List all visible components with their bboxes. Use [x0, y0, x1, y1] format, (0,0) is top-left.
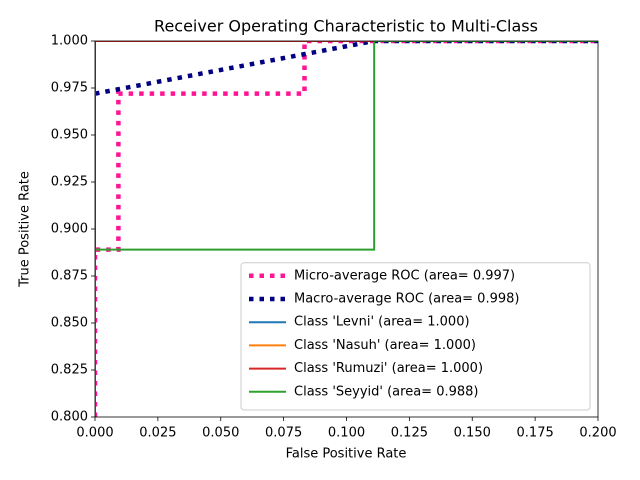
- x-tick-label: 0.125: [391, 426, 428, 441]
- plot-area: [95, 41, 598, 417]
- y-tick-label: 0.900: [51, 222, 88, 237]
- x-tick-label: 0.175: [517, 426, 554, 441]
- legend-label: Class 'Rumuzi' (area= 1.000): [294, 361, 483, 376]
- y-tick-label: 0.875: [51, 269, 88, 284]
- x-tick-label: 0.150: [454, 426, 491, 441]
- legend-label: Class 'Seyyid' (area= 0.988): [294, 384, 479, 399]
- y-tick-label: 0.975: [51, 81, 88, 96]
- roc-line: [95, 41, 598, 417]
- legend-box: [240, 262, 591, 411]
- legend: Micro-average ROC (area= 0.997) Macro-ave…: [240, 262, 591, 411]
- x-tick-label: 0.000: [76, 426, 113, 441]
- chart-title: Receiver Operating Characteristic to Mul…: [154, 17, 538, 36]
- legend-label: Class 'Levni' (area= 1.000): [294, 315, 470, 330]
- x-tick-label: 0.025: [139, 426, 176, 441]
- roc-line: [95, 41, 598, 96]
- x-tick-label: 0.075: [265, 426, 302, 441]
- y-tick-label: 0.950: [51, 128, 88, 143]
- legend-label: Macro-average ROC (area= 0.998): [294, 292, 519, 307]
- y-tick-label: 0.850: [51, 316, 88, 331]
- y-tick-label: 0.925: [51, 175, 88, 190]
- legend-label: Micro-average ROC (area= 0.997): [294, 268, 515, 283]
- x-tick-label: 0.100: [328, 426, 365, 441]
- y-axis-label: True Positive Rate: [18, 171, 33, 288]
- plot-frame: [94, 40, 599, 418]
- roc-line: [95, 41, 598, 417]
- x-tick-label: 0.200: [579, 426, 616, 441]
- x-tick-label: 0.050: [202, 426, 239, 441]
- y-tick-label: 0.825: [51, 363, 88, 378]
- x-axis-label: False Positive Rate: [286, 447, 407, 462]
- y-tick-label: 0.800: [51, 410, 88, 425]
- legend-label: Class 'Nasuh' (area= 1.000): [294, 338, 476, 353]
- y-tick-label: 1.000: [51, 34, 88, 49]
